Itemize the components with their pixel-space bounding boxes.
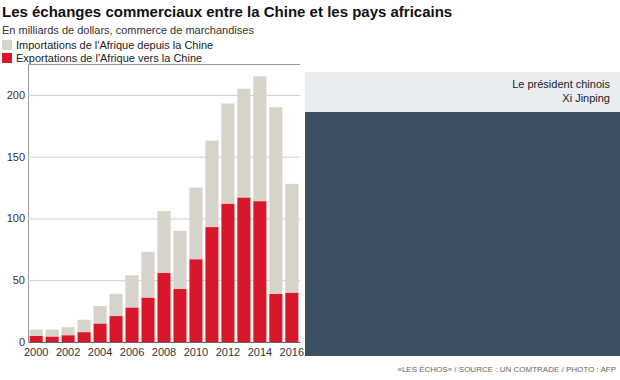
bar xyxy=(110,316,123,342)
y-tick-label: 150 xyxy=(7,151,25,163)
x-tick-label: 2010 xyxy=(184,346,208,358)
y-axis: 050100150200 xyxy=(7,65,300,349)
x-tick: 2014 xyxy=(248,342,272,358)
title: Les échanges commerciaux entre la Chine … xyxy=(2,3,452,20)
bar xyxy=(189,259,202,342)
x-axis: 2000 2002 2004 2006 2008 2010 2012 2014 2016 xyxy=(24,342,304,358)
legend-swatch xyxy=(2,40,12,50)
x-tick: 2012 xyxy=(216,342,240,358)
bar xyxy=(205,141,218,227)
x-tick: 2002 xyxy=(56,342,80,358)
bar xyxy=(125,275,138,307)
y-tick-label: 100 xyxy=(7,212,25,224)
x-tick: 2006 xyxy=(120,342,144,358)
x-tick-label: 2004 xyxy=(88,346,112,358)
legend: Importations de l'Afrique depuis la Chin… xyxy=(2,39,213,64)
legend-swatch xyxy=(2,53,12,63)
bar xyxy=(30,336,43,342)
grid-line xyxy=(28,342,300,343)
bar xyxy=(285,184,298,293)
bar xyxy=(78,320,91,332)
bar xyxy=(30,330,43,336)
bar xyxy=(269,107,282,294)
bar xyxy=(285,293,298,342)
bar xyxy=(141,252,154,298)
bar xyxy=(94,323,107,342)
bar xyxy=(205,227,218,342)
bar xyxy=(157,211,170,273)
bar xyxy=(253,201,266,342)
bar xyxy=(62,335,75,342)
bar xyxy=(173,289,186,342)
photo-caption: Xi Jinping xyxy=(562,92,610,104)
bars xyxy=(30,76,299,342)
legend-label: Importations de l'Afrique depuis la Chin… xyxy=(16,39,213,51)
bar xyxy=(221,204,234,342)
bar xyxy=(78,332,91,342)
bar xyxy=(237,89,250,198)
x-tick: 2004 xyxy=(88,342,112,358)
x-tick: 2008 xyxy=(152,342,176,358)
x-tick-label: 2008 xyxy=(152,346,176,358)
x-tick-label: 2012 xyxy=(216,346,240,358)
bar xyxy=(221,104,234,204)
x-tick-label: 2006 xyxy=(120,346,144,358)
y-axis-line xyxy=(29,65,301,343)
source: «LES ÉCHOS» / SOURCE : UN COMTRADE / PHO… xyxy=(397,365,616,374)
bar xyxy=(237,197,250,342)
bar xyxy=(125,307,138,342)
bar xyxy=(46,336,59,342)
bar xyxy=(62,327,75,335)
bar xyxy=(141,298,154,342)
subtitle: En milliards de dollars, commerce de mar… xyxy=(2,24,254,36)
x-tick-label: 2000 xyxy=(24,346,48,358)
legend-label: Exportations de l'Afrique vers la Chine xyxy=(16,52,202,64)
bar xyxy=(253,76,266,201)
bar xyxy=(94,306,107,323)
y-tick-label: 200 xyxy=(7,89,25,101)
bar xyxy=(157,273,170,342)
x-tick-label: 2014 xyxy=(248,346,272,358)
chart: Les échanges commerciaux entre la Chine … xyxy=(0,0,620,380)
bar xyxy=(173,231,186,289)
x-tick-label: 2016 xyxy=(280,346,304,358)
photo-caption: Le président chinois xyxy=(512,78,610,90)
photo xyxy=(305,72,620,356)
bar xyxy=(110,294,123,316)
bar xyxy=(46,330,59,337)
x-axis-line xyxy=(29,342,301,343)
y-tick-label: 50 xyxy=(13,274,25,286)
photo-caption-band xyxy=(305,72,620,112)
bar xyxy=(189,188,202,260)
x-tick-label: 2002 xyxy=(56,346,80,358)
x-tick: 2000 xyxy=(24,342,48,358)
bar xyxy=(269,294,282,342)
x-tick: 2016 xyxy=(280,342,304,358)
x-tick: 2010 xyxy=(184,342,208,358)
